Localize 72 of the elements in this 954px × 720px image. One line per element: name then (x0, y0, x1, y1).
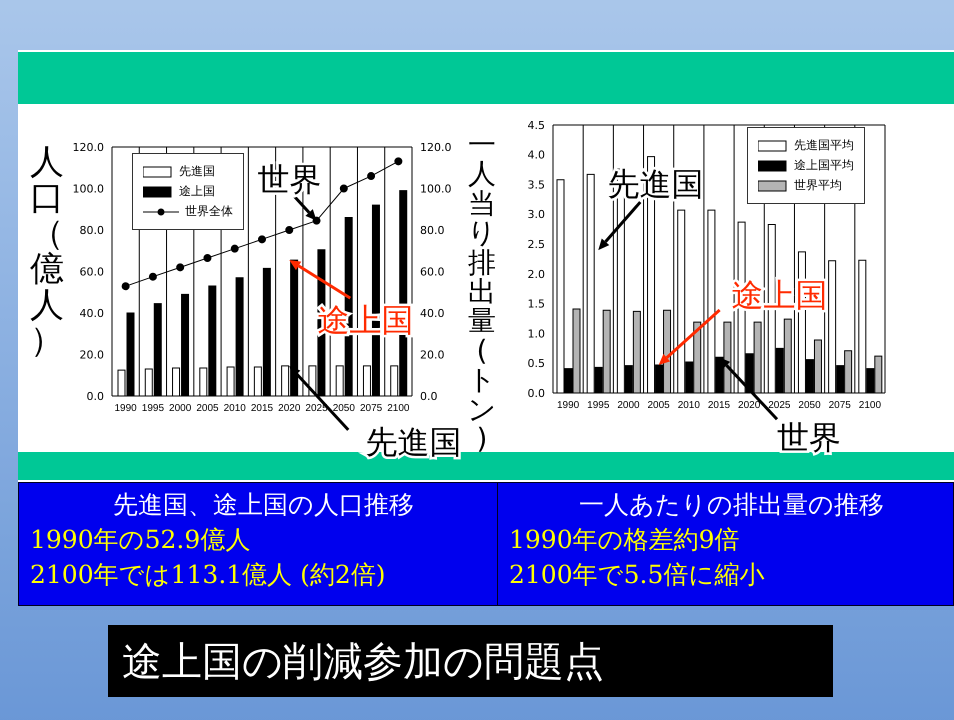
x-tick-label: 2100 (858, 400, 882, 412)
text: 途上国の削減参加の問題点 (108, 625, 833, 697)
y2-tick-label: 100.0 (420, 182, 452, 196)
legend-label: 途上国平均 (794, 157, 854, 174)
point (285, 226, 294, 234)
y-tick-label: 1.5 (528, 298, 545, 311)
x-tick-label: 1990 (556, 400, 580, 412)
y-tick-label: 2.5 (528, 238, 545, 252)
legend-label: 世界平均 (794, 177, 842, 194)
x-tick-label: 2000 (617, 400, 640, 412)
text: 2100年では113.1億人 (約2倍) (30, 559, 387, 591)
annotation: 世界 (777, 418, 841, 456)
point (203, 254, 212, 262)
text: 1990年の52.9億人 (30, 524, 252, 556)
y-tick-label: 0.5 (528, 357, 545, 370)
point (394, 157, 402, 166)
y-tick-label: 0.0 (528, 386, 545, 400)
y2-tick-label: 80.0 (420, 224, 444, 237)
point (258, 235, 266, 244)
y-tick-label: 4.5 (528, 118, 545, 132)
x-tick-label: 2020 (738, 400, 761, 412)
x-tick-label: 2005 (648, 400, 670, 412)
y2-tick-label: 120.0 (420, 140, 452, 154)
x-tick-label: 1995 (587, 400, 610, 412)
annotation: 先進国 (365, 422, 462, 461)
x-tick-label: 2075 (828, 400, 852, 412)
text: 一人あたりの排出量の推移 (578, 489, 885, 521)
x-tick-label: 2000 (169, 403, 192, 414)
text: 1990年の格差約9倍 (509, 524, 741, 556)
y-tick-label: 3.5 (528, 178, 545, 192)
x-tick-label: 2010 (224, 403, 246, 414)
x-tick-label: 2010 (678, 400, 700, 412)
point (176, 263, 184, 272)
x-tick-label: 2015 (250, 403, 274, 414)
y-tick-label: 1.0 (528, 327, 545, 340)
x-tick-label: 2015 (708, 400, 731, 412)
x-tick-label: 1990 (114, 403, 138, 414)
text: 2100年で5.5倍に縮小 (509, 559, 766, 591)
point (148, 272, 157, 281)
y-tick-label: 4.0 (528, 148, 545, 162)
point (122, 282, 130, 290)
legend-label: 途上国 (179, 183, 215, 200)
y-tick-label: 100.0 (72, 182, 104, 196)
point (367, 172, 376, 180)
y-tick-label: 80.0 (80, 224, 104, 237)
legend-label: 世界全体 (185, 203, 233, 220)
y2-tick-label: 40.0 (420, 306, 444, 320)
y2-tick-label: 0.0 (420, 390, 438, 403)
point (340, 184, 348, 192)
x-tick-label: 2100 (387, 403, 410, 414)
y-axis-title: 人口（億人） (29, 142, 65, 360)
x-tick-label: 2020 (278, 403, 301, 414)
y-tick-label: 60.0 (80, 265, 104, 278)
y-tick-label: 40.0 (80, 306, 104, 320)
x-tick-label: 2025 (768, 400, 791, 412)
y-tick-label: 20.0 (80, 348, 104, 362)
x-tick-label: 2005 (196, 403, 220, 414)
x-tick-label: 1995 (142, 403, 164, 414)
x-tick-label: 2050 (798, 400, 822, 412)
x-tick-label: 2075 (360, 403, 383, 414)
legend-label: 先進国平均 (794, 137, 854, 154)
y-tick-label: 120.0 (72, 140, 104, 154)
y-tick-label: 2.0 (528, 268, 545, 281)
y2-tick-label: 20.0 (420, 348, 444, 362)
y2-tick-label: 60.0 (420, 265, 444, 278)
x-tick-label: 2050 (332, 403, 356, 414)
point (230, 244, 239, 253)
text: 先進国、途上国の人口推移 (112, 489, 415, 521)
text: 一人当り排出量(トン) (468, 128, 496, 455)
y-tick-label: 0.0 (86, 390, 104, 403)
y-tick-label: 3.0 (528, 208, 545, 222)
legend-label: 先進国 (179, 163, 215, 180)
